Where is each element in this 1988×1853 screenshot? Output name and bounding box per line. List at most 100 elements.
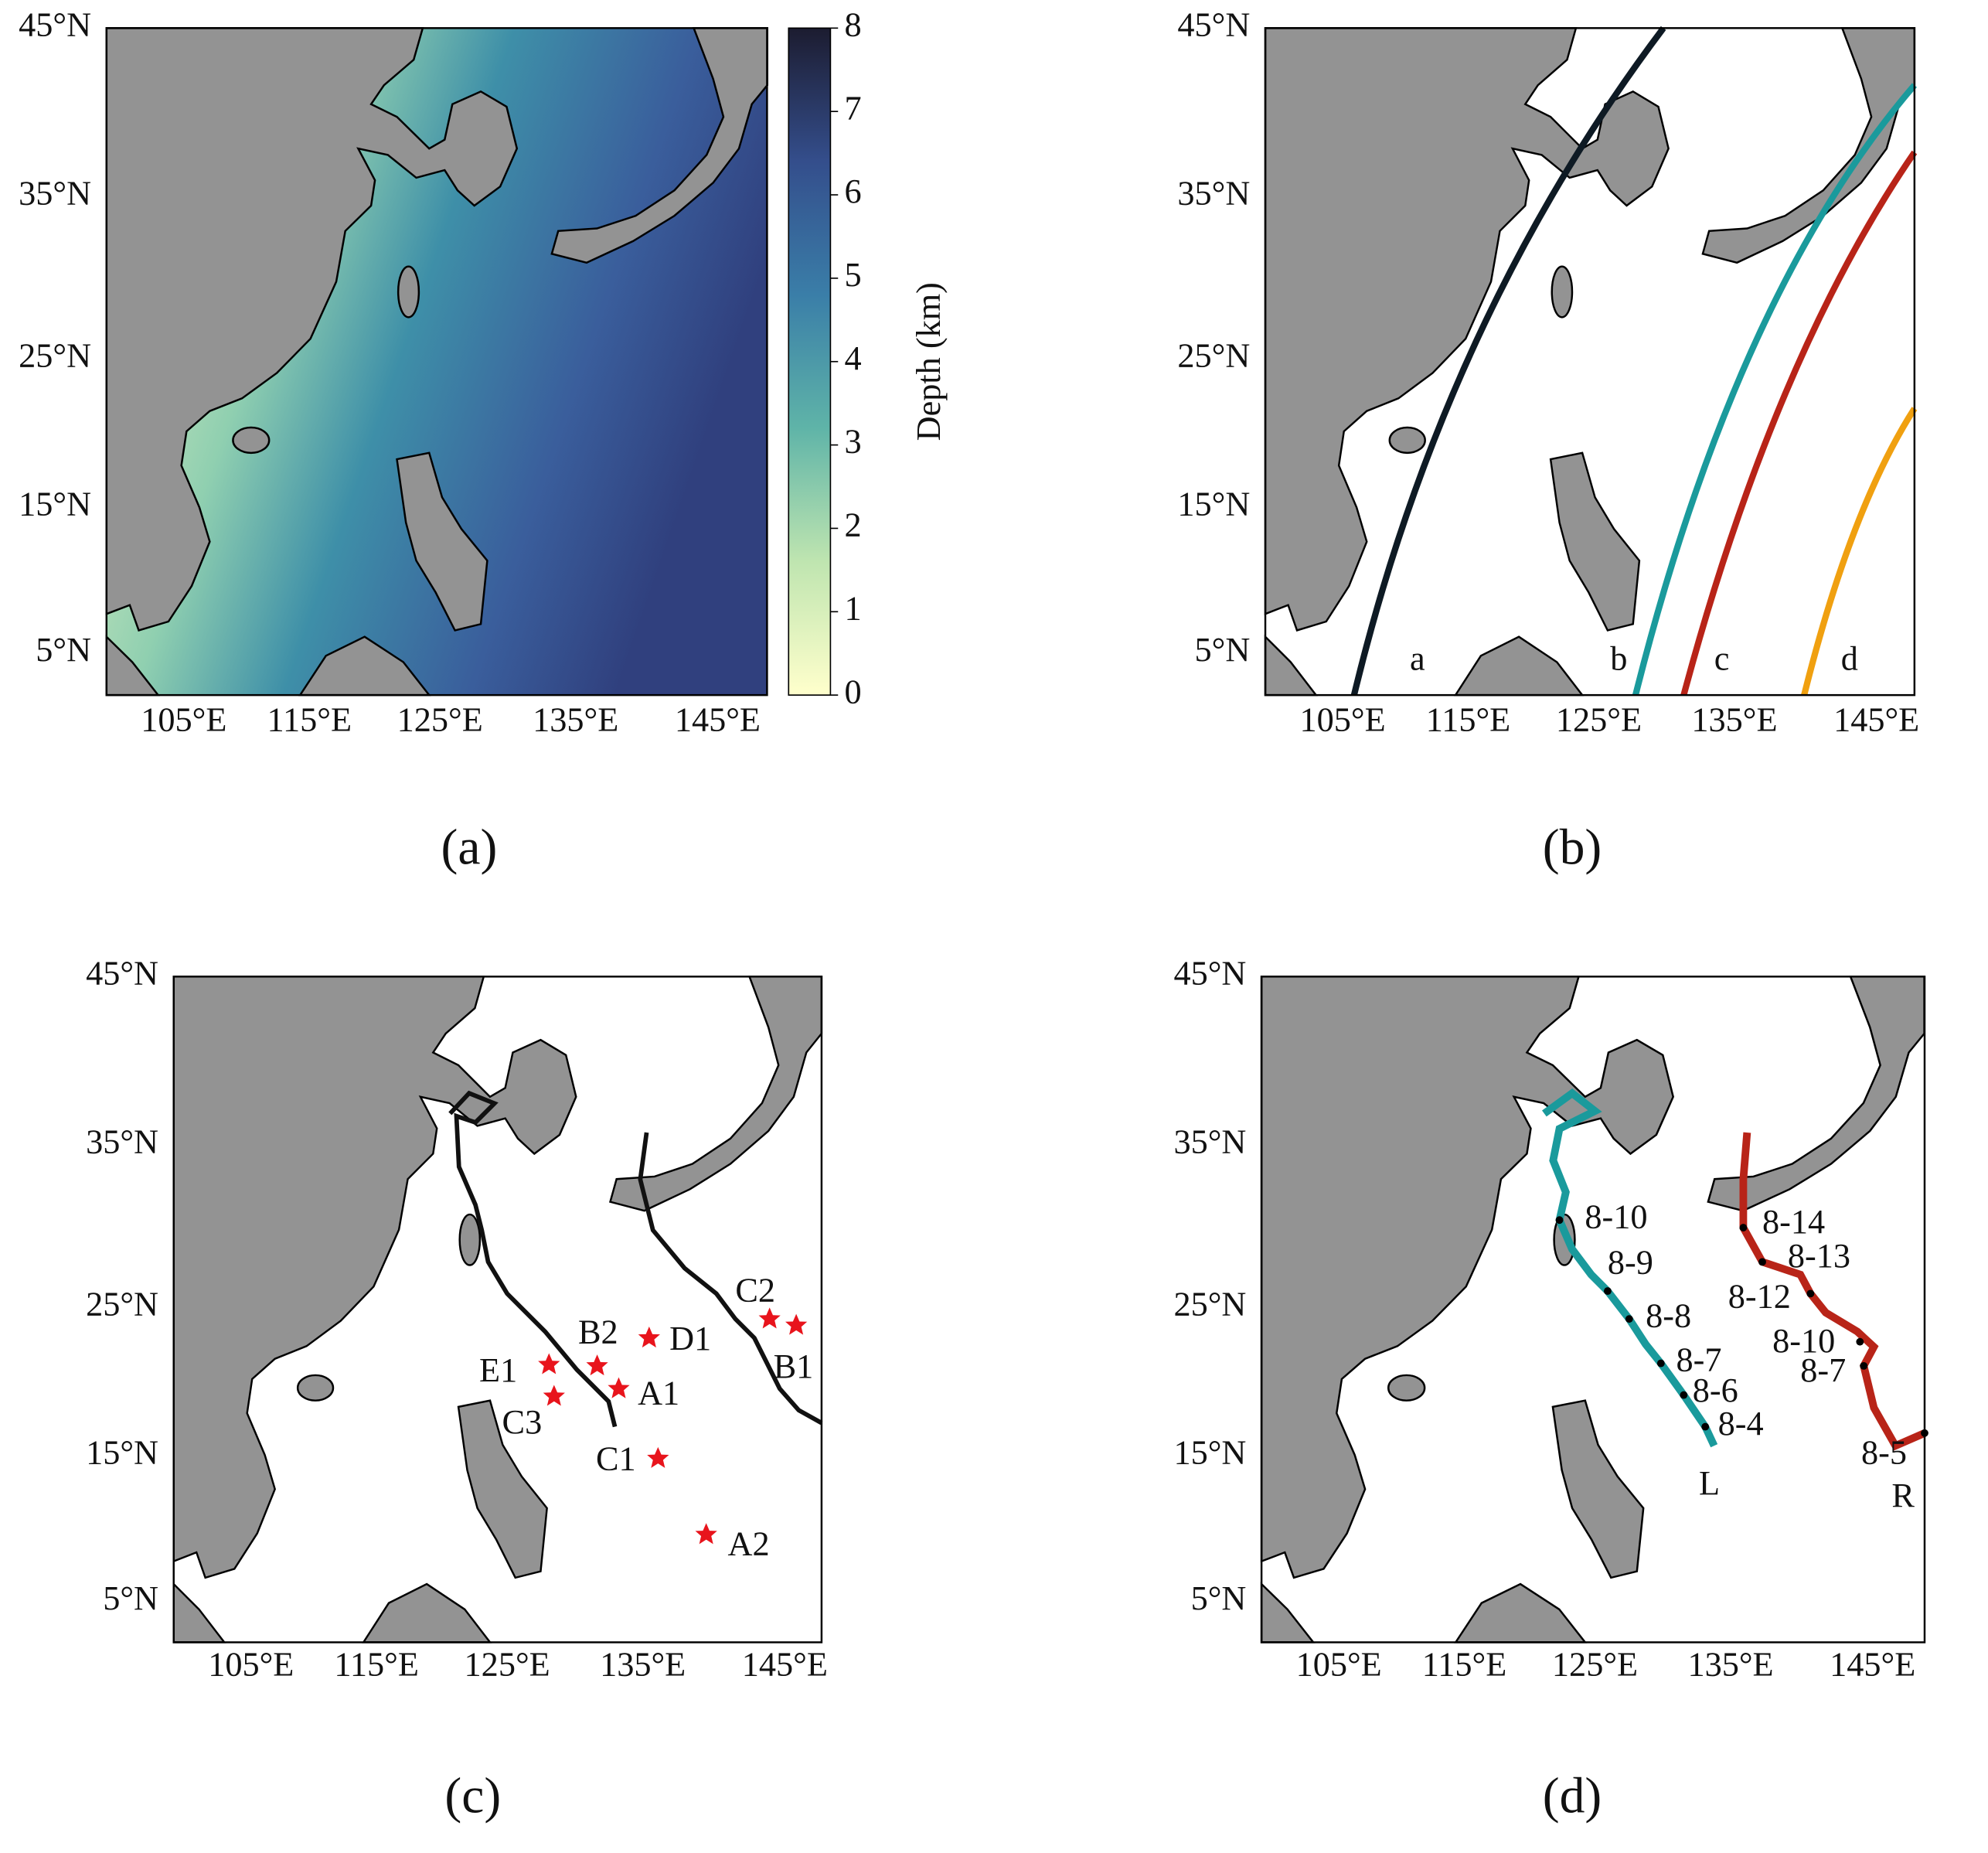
date-label: 8-10 <box>1585 1197 1647 1235</box>
lat-label: 5°N <box>103 1579 158 1617</box>
line-b <box>1632 83 1917 697</box>
colorbar-label: Depth (km) <box>910 282 948 441</box>
track-points <box>1555 1216 1928 1437</box>
colorbar-tick-label: 2 <box>844 506 861 544</box>
station <box>638 1327 660 1348</box>
caption: (d) <box>1543 1769 1602 1824</box>
land <box>172 976 823 1644</box>
frame <box>105 27 768 697</box>
station-label: E1 <box>479 1351 517 1389</box>
date-label: 8-6 <box>1693 1371 1738 1409</box>
station <box>608 1377 630 1398</box>
lat-label: 45°N <box>19 5 91 43</box>
lon-label: 115°E <box>1422 1645 1507 1683</box>
station-label: B2 <box>578 1313 618 1351</box>
lon-label: 135°E <box>1691 700 1777 738</box>
colorbar-tick-label: 8 <box>844 5 861 43</box>
lon-label: 145°E <box>675 700 761 738</box>
station <box>586 1354 608 1376</box>
lon-label: 145°E <box>1833 700 1919 738</box>
date-label: 8-9 <box>1608 1243 1653 1281</box>
station <box>758 1307 781 1329</box>
station-label: B1 <box>774 1347 814 1385</box>
colorbar-tick-label: 5 <box>844 256 861 294</box>
colorbar-tick-label: 7 <box>844 89 861 127</box>
colorbar-tick-label: 3 <box>844 423 861 461</box>
lat-label: 25°N <box>1177 337 1250 375</box>
lat-label: 35°N <box>86 1123 158 1161</box>
lon-label: 105°E <box>208 1645 294 1683</box>
station <box>538 1353 560 1374</box>
caption: (a) <box>441 820 497 876</box>
line-c <box>1680 150 1918 697</box>
line-label: c <box>1714 640 1730 678</box>
colorbar-tick-label: 0 <box>844 673 861 710</box>
station <box>543 1385 565 1406</box>
lat-label: 45°N <box>1177 5 1250 43</box>
station-label: C3 <box>502 1403 543 1441</box>
caption: (c) <box>444 1769 501 1824</box>
lon-label: 105°E <box>1296 1645 1382 1683</box>
line-label: d <box>1841 640 1858 678</box>
lon-label: 145°E <box>742 1645 828 1683</box>
station <box>695 1523 717 1545</box>
date-label: 8-7 <box>1676 1341 1721 1379</box>
lon-label: 135°E <box>1687 1645 1773 1683</box>
station <box>785 1313 808 1335</box>
frame <box>172 976 823 1644</box>
track <box>638 1132 823 1426</box>
lat-label: 25°N <box>1173 1286 1246 1323</box>
lat-label: 5°N <box>1195 631 1251 669</box>
station-label: D1 <box>669 1320 711 1357</box>
date-label: 8-7 <box>1800 1351 1846 1389</box>
lat-label: 5°N <box>36 631 91 669</box>
date-label: 8-10 <box>1772 1322 1835 1360</box>
track-l <box>1541 1088 1718 1448</box>
lat-label: 15°N <box>86 1433 158 1471</box>
line-d <box>1801 407 1918 697</box>
lat-label: 35°N <box>1173 1123 1246 1161</box>
lon-label: 125°E <box>397 700 483 738</box>
lat-label: 15°N <box>1173 1433 1246 1471</box>
track <box>448 1090 618 1428</box>
date-label: 8-4 <box>1718 1405 1764 1443</box>
station-label: C1 <box>596 1440 636 1478</box>
lon-label: 125°E <box>1552 1645 1638 1683</box>
date-label: 8-5 <box>1861 1433 1907 1471</box>
station-label: C2 <box>735 1272 775 1310</box>
lon-label: 105°E <box>1300 700 1386 738</box>
date-label: 8-13 <box>1788 1237 1850 1275</box>
colorbar-tick-label: 4 <box>844 339 861 377</box>
lat-label: 25°N <box>19 337 91 375</box>
date-label: 8-8 <box>1646 1296 1691 1334</box>
colorbar <box>788 27 832 696</box>
date-label: 8-12 <box>1728 1278 1791 1316</box>
line-label: b <box>1610 640 1627 678</box>
lon-label: 145°E <box>1830 1645 1915 1683</box>
station-label: A2 <box>728 1525 770 1563</box>
lat-label: 35°N <box>19 175 91 213</box>
lon-label: 125°E <box>1556 700 1642 738</box>
lat-label: 45°N <box>86 954 158 992</box>
lon-label: 105°E <box>141 700 226 738</box>
lat-label: 15°N <box>19 485 91 523</box>
caption: (b) <box>1543 820 1602 876</box>
lat-label: 15°N <box>1177 485 1250 523</box>
frame <box>1260 976 1926 1644</box>
lat-label: 25°N <box>86 1286 158 1323</box>
date-label: 8-14 <box>1762 1203 1825 1241</box>
lon-label: 115°E <box>267 700 352 738</box>
lon-label: 135°E <box>533 700 618 738</box>
track-label: L <box>1699 1464 1720 1502</box>
colorbar-tick-label: 1 <box>844 589 861 627</box>
lat-label: 45°N <box>1173 954 1246 992</box>
lon-label: 135°E <box>600 1645 686 1683</box>
station <box>647 1446 669 1468</box>
colorbar-tick-label: 6 <box>844 172 861 210</box>
line-label: a <box>1410 640 1425 678</box>
lat-label: 5°N <box>1191 1579 1247 1617</box>
line-a <box>1350 26 1666 697</box>
station-label: A1 <box>638 1374 679 1412</box>
